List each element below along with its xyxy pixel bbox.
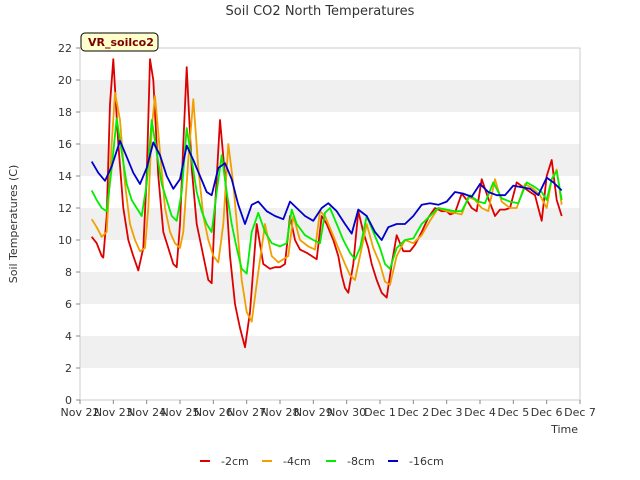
legend: -2cm -4cm -8cm -16cm	[200, 455, 444, 468]
x-tick-label: Dec 2	[397, 406, 429, 419]
y-tick-label: 14	[58, 170, 72, 183]
legend-label: -2cm	[221, 455, 249, 468]
grid-band	[80, 336, 580, 368]
x-tick-label: Dec 7	[564, 406, 596, 419]
x-tick-label: Nov 26	[194, 406, 233, 419]
y-tick-label: 16	[58, 138, 72, 151]
x-tick-label: Dec 4	[464, 406, 496, 419]
y-axis-title: Soil Temperatures (C)	[7, 165, 20, 284]
y-tick-label: 10	[58, 234, 72, 247]
x-tick-label: Nov 24	[127, 406, 166, 419]
y-tick-label: 22	[58, 42, 72, 55]
y-tick-label: 18	[58, 106, 72, 119]
series-line-16cm	[90, 139, 563, 241]
grid-band	[80, 208, 580, 240]
station-badge: VR_soilco2	[80, 32, 159, 52]
x-tick-label: Nov 25	[161, 406, 200, 419]
grid-bands	[80, 48, 580, 400]
x-tick-label: Nov 23	[94, 406, 133, 419]
x-tick-label: Nov 27	[227, 406, 266, 419]
grid-band	[80, 112, 580, 144]
series-line-2cm	[90, 58, 563, 349]
x-tick-label: Dec 6	[531, 406, 563, 419]
x-tick-label: Nov 30	[327, 406, 366, 419]
x-tick-label: Dec 3	[431, 406, 463, 419]
chart-title: Soil CO2 North Temperatures	[226, 4, 415, 19]
grid-band	[80, 272, 580, 304]
y-ticks: 0 2 4 6 8 10 12 14 16 18 20 22	[58, 42, 80, 407]
grid-band	[80, 144, 580, 176]
grid-band	[80, 240, 580, 272]
y-tick-label: 2	[65, 362, 72, 375]
legend-label: -8cm	[347, 455, 375, 468]
series-lines	[90, 58, 563, 349]
grid-band	[80, 80, 580, 112]
series-line-4cm	[90, 91, 563, 323]
x-tick-label: Dec 1	[364, 406, 396, 419]
y-tick-label: 20	[58, 74, 72, 87]
legend-label: -4cm	[283, 455, 311, 468]
legend-label: -16cm	[409, 455, 444, 468]
grid-band	[80, 368, 580, 400]
y-tick-label: 8	[65, 266, 72, 279]
x-tick-label: Nov 29	[294, 406, 333, 419]
grid-band	[80, 304, 580, 336]
y-tick-label: 4	[65, 330, 72, 343]
x-tick-label: Dec 5	[497, 406, 529, 419]
x-tick-label: Nov 28	[261, 406, 300, 419]
station-badge-box	[80, 32, 159, 52]
y-tick-label: 12	[58, 202, 72, 215]
grid-band	[80, 48, 580, 80]
plot-frame	[79, 47, 581, 401]
y-tick-label: 6	[65, 298, 72, 311]
x-axis-title: Time	[550, 423, 578, 436]
x-tick-label: Nov 22	[61, 406, 100, 419]
station-badge-label: VR_soilco2	[88, 36, 154, 49]
y-tick-label: 0	[65, 394, 72, 407]
